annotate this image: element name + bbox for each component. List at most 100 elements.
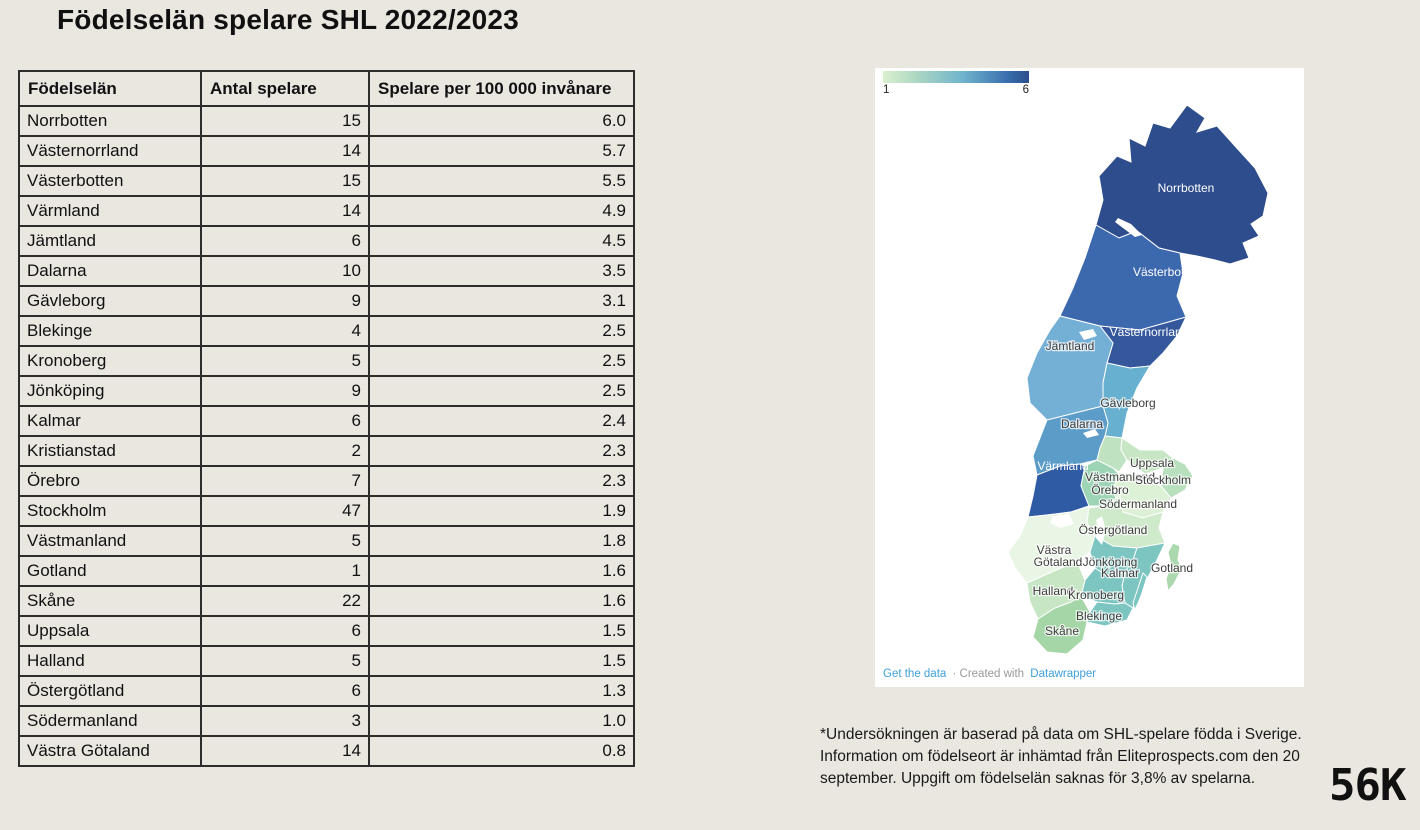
datawrapper-link[interactable]: Datawrapper — [1030, 668, 1097, 680]
cell-players: 15 — [200, 105, 370, 137]
cell-players: 22 — [200, 585, 370, 617]
cell-region: Halland — [18, 645, 202, 677]
cell-region: Jönköping — [18, 375, 202, 407]
map-region-norrbotten[interactable] — [1095, 104, 1269, 265]
cell-region: Kristianstad — [18, 435, 202, 467]
cell-players: 14 — [200, 735, 370, 767]
cell-per-capita: 1.8 — [368, 525, 635, 557]
map-region-oland[interactable] — [1132, 572, 1148, 612]
cell-region: Västra Götaland — [18, 735, 202, 767]
map-label-gavleborg: Gävleborg — [1100, 396, 1155, 410]
map-label-gotland: Gotland — [1151, 561, 1193, 575]
cell-region: Skåne — [18, 585, 202, 617]
cell-per-capita: 5.5 — [368, 165, 635, 197]
cell-players: 1 — [200, 555, 370, 587]
map-region-stockholm[interactable] — [1160, 457, 1194, 499]
table-row: Stockholm 47 1.9 — [18, 495, 635, 527]
cell-per-capita: 4.9 — [368, 195, 635, 227]
map-label-sodermanland: Södermanland — [1099, 497, 1177, 511]
cell-per-capita: 2.5 — [368, 345, 635, 377]
cell-region: Norrbotten — [18, 105, 202, 137]
cell-players: 15 — [200, 165, 370, 197]
table-row: Kristianstad 2 2.3 — [18, 435, 635, 467]
logo-56k: 56K — [1329, 760, 1406, 811]
lake-vanern — [1050, 514, 1074, 528]
lake-vattern — [1096, 516, 1106, 545]
map-label-orebro: Örebro — [1091, 483, 1129, 497]
map-region-gotland[interactable] — [1165, 542, 1183, 593]
cell-players: 5 — [200, 345, 370, 377]
cell-per-capita: 1.3 — [368, 675, 635, 707]
cell-per-capita: 1.0 — [368, 705, 635, 737]
cell-region: Värmland — [18, 195, 202, 227]
lake-lule-river — [1115, 218, 1142, 237]
cell-players: 9 — [200, 375, 370, 407]
cell-players: 5 — [200, 645, 370, 677]
table-row: Västra Götaland 14 0.8 — [18, 735, 635, 767]
map-label-vasternorrland: Västernorrland — [1110, 325, 1189, 339]
cell-per-capita: 4.5 — [368, 225, 635, 257]
table-row: Värmland 14 4.9 — [18, 195, 635, 227]
cell-region: Stockholm — [18, 495, 202, 527]
cell-players: 9 — [200, 285, 370, 317]
table-row: Västernorrland 14 5.7 — [18, 135, 635, 167]
map-label-varmland: Värmland — [1037, 459, 1088, 473]
map-label-stockholm: Stockholm — [1135, 473, 1191, 487]
map-label-kronoberg: Kronoberg — [1068, 588, 1124, 602]
cell-players: 10 — [200, 255, 370, 287]
table-row: Kronoberg 5 2.5 — [18, 345, 635, 377]
cell-region: Östergötland — [18, 675, 202, 707]
cell-per-capita: 6.0 — [368, 105, 635, 137]
map-label-vastmanland: Västmanland — [1085, 470, 1155, 484]
map-label-norrbotten: Norrbotten — [1158, 181, 1215, 195]
table-row: Södermanland 3 1.0 — [18, 705, 635, 737]
table-row: Jönköping 9 2.5 — [18, 375, 635, 407]
get-the-data-link[interactable]: Get the data — [883, 668, 947, 680]
lake-siljan — [1083, 429, 1099, 438]
cell-per-capita: 1.5 — [368, 645, 635, 677]
legend-max-label: 6 — [1022, 84, 1029, 96]
col-header-per-100000: Spelare per 100 000 invånare — [368, 70, 635, 107]
footnote-text: *Undersökningen är baserad på data om SH… — [820, 726, 1302, 787]
cell-region: Blekinge — [18, 315, 202, 347]
map-label-dalarna: Dalarna — [1061, 417, 1103, 431]
cell-players: 47 — [200, 495, 370, 527]
table-row: Jämtland 6 4.5 — [18, 225, 635, 257]
cell-per-capita: 1.6 — [368, 555, 635, 587]
cell-players: 6 — [200, 405, 370, 437]
cell-region: Västerbotten — [18, 165, 202, 197]
cell-players: 6 — [200, 615, 370, 647]
cell-per-capita: 2.4 — [368, 405, 635, 437]
cell-players: 5 — [200, 525, 370, 557]
table-row: Gotland 1 1.6 — [18, 555, 635, 587]
map-region-skane[interactable] — [1032, 595, 1091, 655]
cell-region: Uppsala — [18, 615, 202, 647]
map-label-jonkoping: Jönköping — [1083, 555, 1138, 569]
cell-region: Södermanland — [18, 705, 202, 737]
cell-players: 6 — [200, 225, 370, 257]
map-label-skane: Skåne — [1045, 624, 1079, 638]
page-title: Födelselän spelare SHL 2022/2023 — [57, 4, 519, 35]
map-panel: Norrbotten Västerbotten Västernorrland J… — [875, 68, 1304, 687]
cell-per-capita: 0.8 — [368, 735, 635, 767]
cell-region: Gävleborg — [18, 285, 202, 317]
table-row: Uppsala 6 1.5 — [18, 615, 635, 647]
cell-region: Västernorrland — [18, 135, 202, 167]
map-label-jamtland: Jämtland — [1046, 339, 1095, 353]
cell-per-capita: 1.9 — [368, 495, 635, 527]
table-row: Blekinge 4 2.5 — [18, 315, 635, 347]
cell-per-capita: 3.5 — [368, 255, 635, 287]
cell-per-capita: 2.5 — [368, 375, 635, 407]
table-row: Västmanland 5 1.8 — [18, 525, 635, 557]
map-label-blekinge: Blekinge — [1076, 609, 1122, 623]
table-row: Kalmar 6 2.4 — [18, 405, 635, 437]
map-label-vastra-gotaland-line1: Västra — [1037, 543, 1072, 557]
map-footer: Get the data · Created with Datawrapper — [883, 668, 1096, 680]
cell-region: Kalmar — [18, 405, 202, 437]
cell-players: 14 — [200, 195, 370, 227]
cell-players: 4 — [200, 315, 370, 347]
cell-region: Dalarna — [18, 255, 202, 287]
table-row: Västerbotten 15 5.5 — [18, 165, 635, 197]
table-row: Skåne 22 1.6 — [18, 585, 635, 617]
